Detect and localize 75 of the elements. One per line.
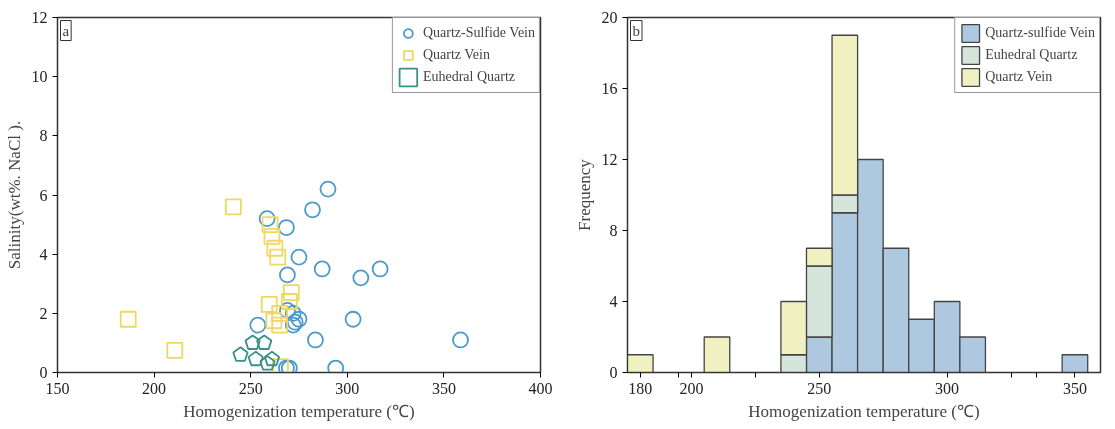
point [284, 304, 302, 322]
x-tick-label: 350 [431, 379, 456, 397]
y-tick-label: 2 [39, 304, 48, 322]
y-tick-label: 8 [609, 222, 618, 239]
x-tick-label: 250 [238, 379, 263, 397]
point [259, 355, 276, 371]
point [249, 316, 267, 334]
point [232, 346, 249, 362]
point [271, 316, 289, 334]
point [304, 201, 321, 219]
point [271, 304, 289, 322]
y-tick-label: 16 [601, 80, 618, 97]
y-tick-label: 10 [31, 68, 48, 86]
point [263, 228, 281, 245]
point [282, 284, 300, 302]
x-tick-label: 300 [335, 379, 360, 397]
annotation: b [632, 22, 640, 39]
legend-label: Quartz-sulfide Vein [985, 25, 1095, 41]
point [266, 239, 284, 257]
point [352, 269, 370, 287]
y-tick-label: 0 [609, 364, 618, 381]
x-axis-title: Homogenization temperature (℃) [183, 401, 415, 421]
legend-label: Quartz-Sulfide Vein [422, 25, 535, 41]
x-tick-label: 150 [45, 379, 70, 397]
annotation: a [62, 22, 70, 39]
point [279, 266, 296, 284]
bar [627, 354, 654, 373]
point [265, 312, 283, 330]
point [327, 359, 345, 373]
y-tick-label: 12 [601, 151, 618, 168]
point [247, 350, 264, 367]
point [278, 219, 295, 236]
x-tick-label: 200 [142, 379, 167, 397]
point [290, 310, 308, 328]
bar [1061, 354, 1089, 373]
point [261, 216, 279, 233]
x-tick-label: 400 [528, 379, 553, 397]
point [166, 341, 184, 359]
point [371, 260, 389, 278]
point [244, 334, 261, 350]
point [307, 331, 324, 349]
x-tick-label: 350 [1062, 379, 1087, 397]
legend-label: Euhedral Quartz [422, 69, 516, 85]
y-axis-title: Salinity(wt%. NaCl ). [4, 120, 24, 270]
y-tick-label: 20 [601, 9, 618, 26]
y-tick-label: 8 [39, 127, 48, 145]
point [290, 248, 308, 266]
point [280, 293, 298, 310]
bar [703, 336, 731, 373]
x-axis-title: Homogenization temperature (℃) [748, 401, 980, 421]
x-tick-label: 200 [679, 379, 704, 397]
point [452, 331, 469, 349]
y-tick-label: 4 [39, 245, 48, 263]
x-tick-label: 300 [935, 379, 960, 397]
point [258, 210, 276, 228]
point [313, 260, 331, 278]
point [119, 310, 137, 328]
point [224, 198, 242, 216]
point [279, 301, 296, 319]
y-tick-label: 4 [609, 293, 618, 310]
y-axis-title: Frequency [574, 158, 594, 231]
y-tick-label: 6 [39, 186, 48, 204]
x-tick-label: 250 [807, 379, 832, 397]
point [269, 248, 287, 266]
point [263, 350, 280, 367]
point [344, 310, 362, 328]
legend-label: Quartz Vein [422, 47, 490, 63]
legend-label: Euhedral Quartz [985, 47, 1078, 63]
point [260, 296, 278, 313]
y-tick-label: 0 [39, 364, 48, 381]
legend-label: Quartz Vein [985, 69, 1053, 85]
point [256, 334, 273, 350]
point [319, 180, 337, 198]
x-tick-label: 180 [628, 379, 653, 397]
y-tick-label: 12 [31, 9, 48, 26]
